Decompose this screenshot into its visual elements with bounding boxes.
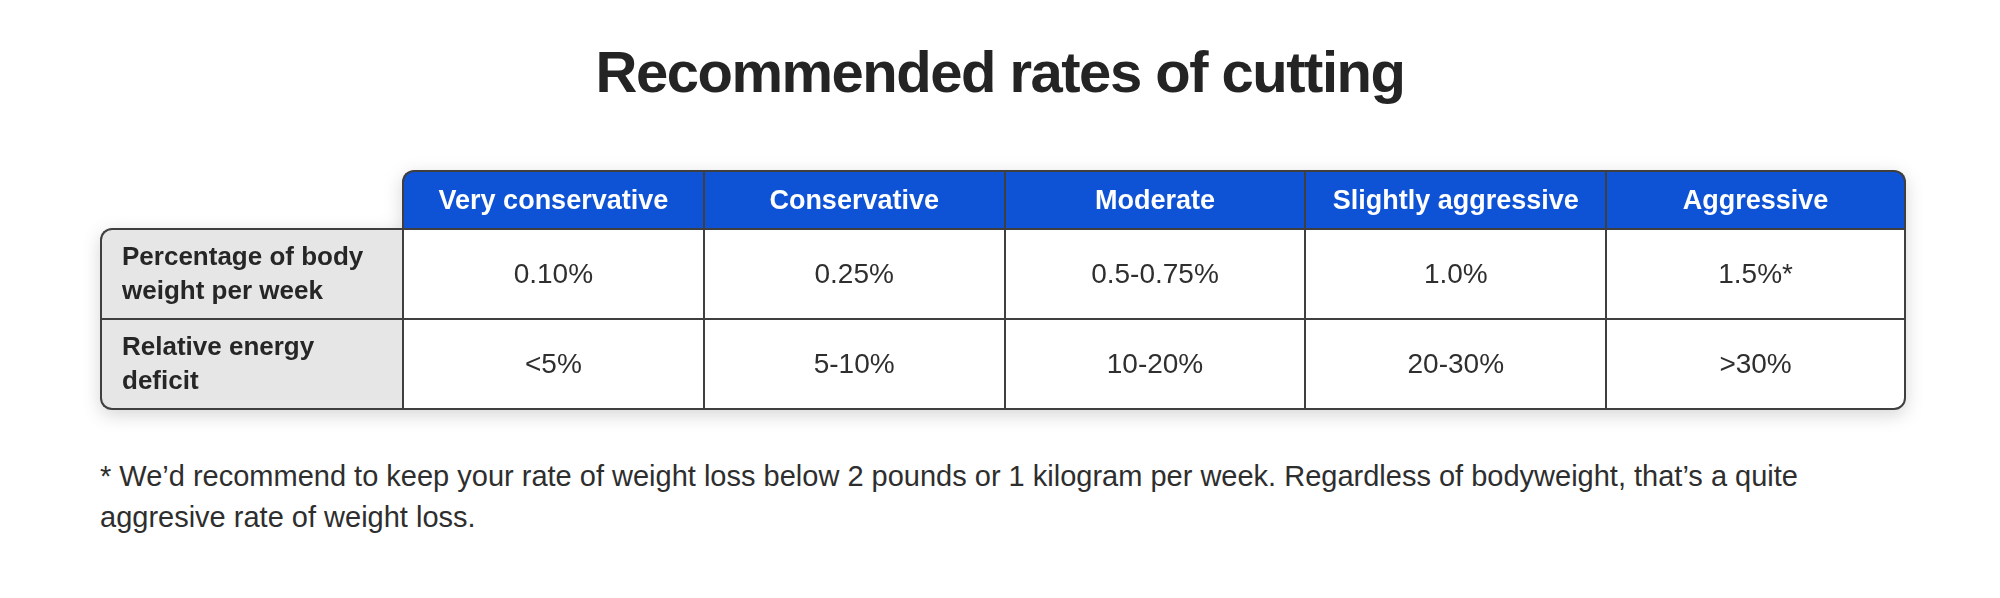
table-corner-spacer <box>100 170 402 228</box>
table-grid: Very conservative Conservative Moderate … <box>100 170 1906 410</box>
table-cell: <5% <box>402 318 703 410</box>
table-cell: 1.0% <box>1304 228 1605 318</box>
table-cell: 0.5-0.75% <box>1004 228 1305 318</box>
table-cell: 20-30% <box>1304 318 1605 410</box>
table-cell: >30% <box>1605 318 1906 410</box>
column-header-very-conservative: Very conservative <box>402 170 703 228</box>
table-cell: 0.10% <box>402 228 703 318</box>
table-cell: 10-20% <box>1004 318 1305 410</box>
table-cell: 0.25% <box>703 228 1004 318</box>
column-header-aggressive: Aggressive <box>1605 170 1906 228</box>
footnote-text: * We’d recommend to keep your rate of we… <box>100 456 1830 537</box>
table-cell: 1.5%* <box>1605 228 1906 318</box>
page-title: Recommended rates of cutting <box>0 38 2000 105</box>
column-header-moderate: Moderate <box>1004 170 1305 228</box>
row-header-relative-energy-deficit: Relative energy deficit <box>100 318 402 410</box>
cutting-rates-table: Very conservative Conservative Moderate … <box>100 170 1906 410</box>
column-header-slightly-aggressive: Slightly aggressive <box>1304 170 1605 228</box>
page: Recommended rates of cutting Very conser… <box>0 38 2000 598</box>
column-header-conservative: Conservative <box>703 170 1004 228</box>
row-header-body-weight-per-week: Percentage of body weight per week <box>100 228 402 318</box>
table-cell: 5-10% <box>703 318 1004 410</box>
